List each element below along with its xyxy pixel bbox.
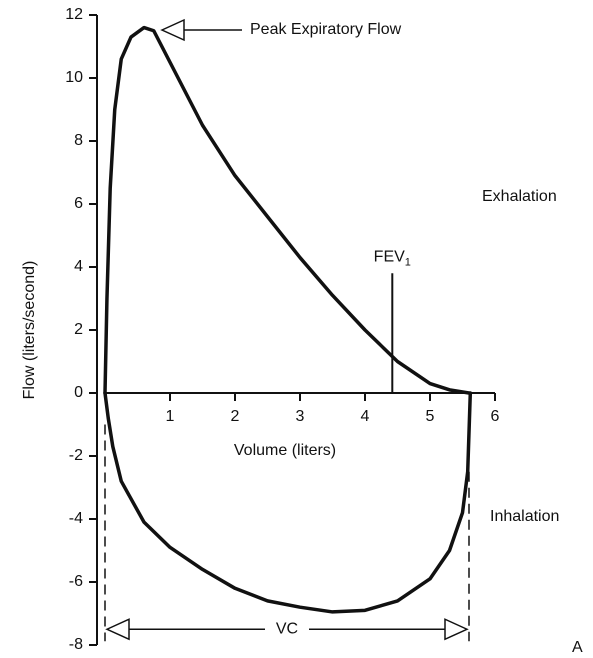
y-tick-label: 4 [74,258,83,275]
fev1-text: FEV [374,249,405,266]
y-tick-label: 0 [74,384,83,401]
x-tick-label: 2 [231,408,240,425]
x-tick-label: 4 [361,408,370,425]
y-tick-label: 12 [65,6,83,23]
y-axis-label: Flow (liters/second) [21,261,38,400]
flow-curve [103,391,473,614]
peak-arrow [160,18,242,42]
y-tick-label: 10 [65,69,83,86]
inhalation-label: Inhalation [490,508,559,525]
fev1-subscript: 1 [405,256,411,268]
exhalation-label: Exhalation [482,188,557,205]
x-tick-label: 6 [491,408,500,425]
y-tick-label: 8 [74,132,83,149]
vc-arrowhead [105,618,130,641]
y-tick-label: -6 [69,573,83,590]
y-tick-label: 6 [74,195,83,212]
y-tick-label: -2 [69,447,83,464]
y-tick-label: 2 [74,321,83,338]
y-tick-label: -8 [69,636,83,653]
x-tick-label: 5 [426,408,435,425]
vc-arrowhead [444,618,469,641]
y-tick-label: -4 [69,510,83,527]
panel-label: A [572,639,583,656]
x-tick-label: 3 [296,408,305,425]
fev1-label: FEV1 [374,249,411,269]
peak-annotation: Peak Expiratory Flow [250,21,402,38]
x-axis-label: Volume (liters) [234,442,336,459]
vc-label: VC [276,620,298,637]
flow-curve [103,25,471,395]
x-tick-label: 1 [166,408,175,425]
